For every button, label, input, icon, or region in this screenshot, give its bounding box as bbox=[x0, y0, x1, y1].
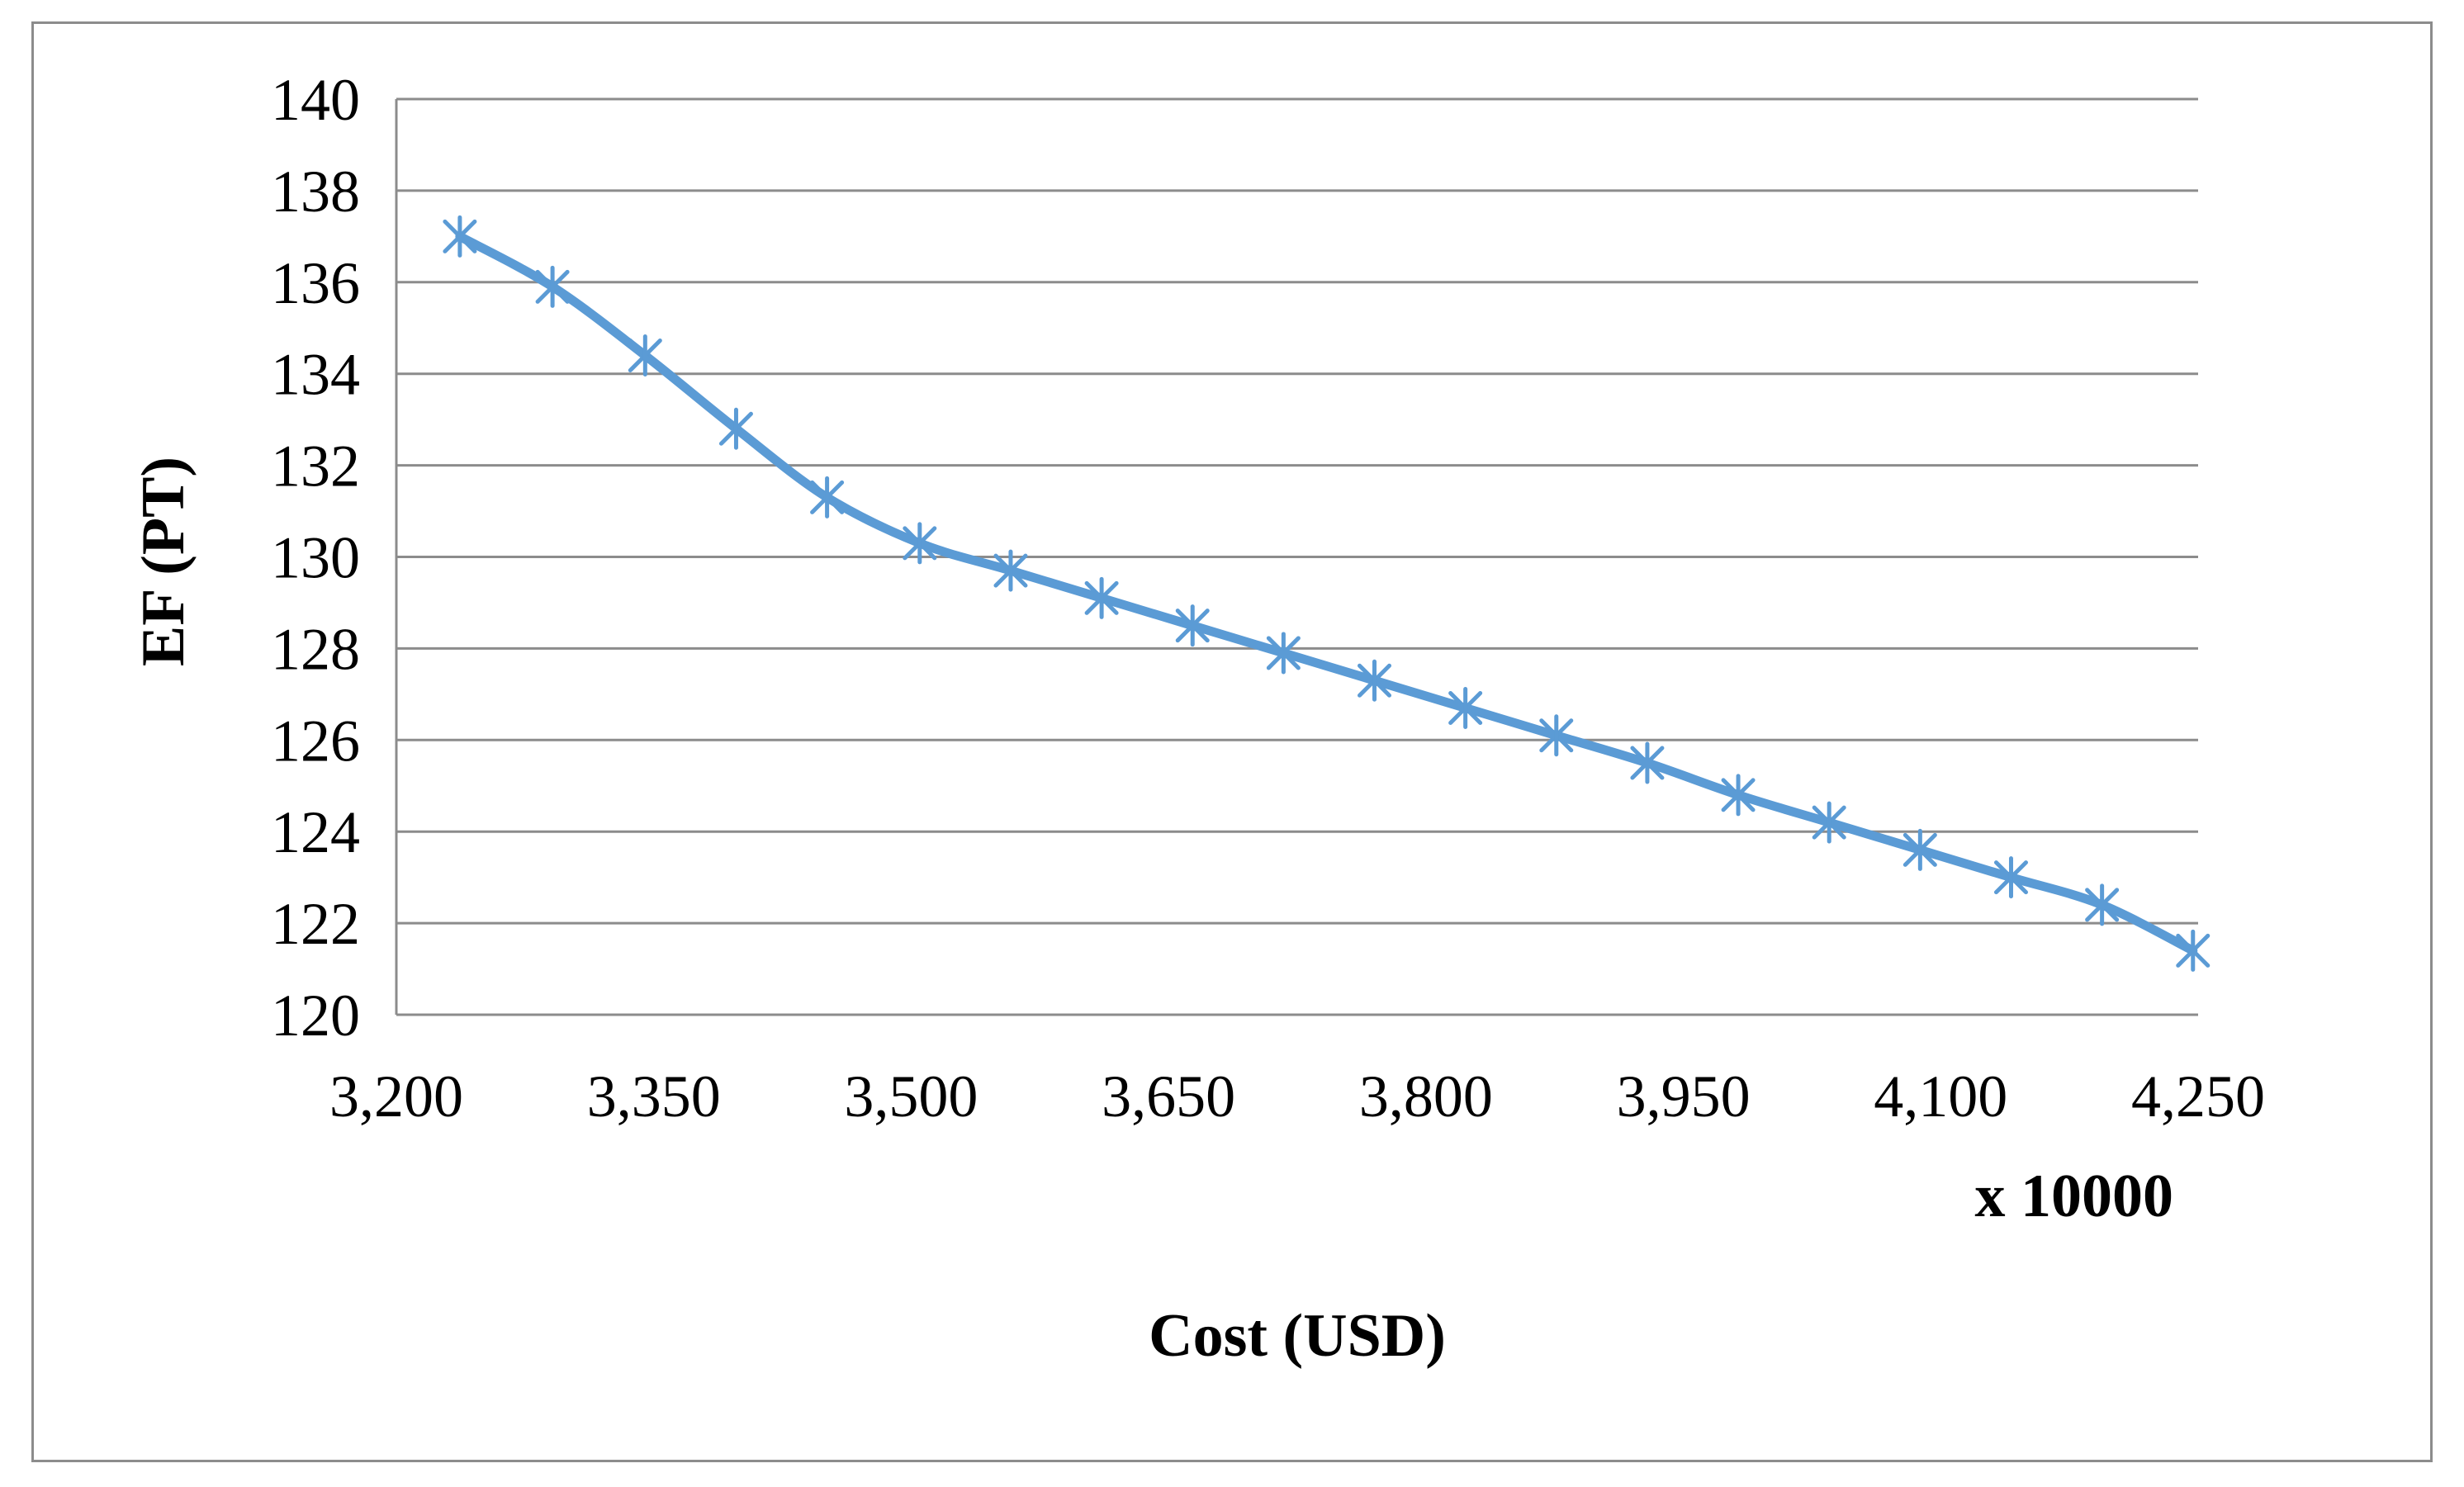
gridlines bbox=[396, 97, 2198, 1016]
y-tick-label: 136 bbox=[271, 250, 360, 316]
y-axis-title: EF (PT) bbox=[130, 457, 197, 666]
data-point bbox=[1812, 801, 1846, 844]
data-point bbox=[1175, 604, 1210, 647]
x-tick-label: 3,350 bbox=[587, 1063, 721, 1129]
data-point bbox=[1993, 856, 2028, 899]
data-point bbox=[718, 407, 753, 450]
x-axis-title: Cost (USD) bbox=[1149, 1302, 1446, 1370]
data-point bbox=[628, 334, 662, 377]
data-point bbox=[1902, 828, 1937, 871]
y-tick-label: 138 bbox=[271, 159, 360, 225]
x-tick-labels: 3,200 3,350 3,500 3,650 3,800 3,950 4,100 4,250 bbox=[329, 1063, 2265, 1129]
y-tick-label: 134 bbox=[271, 342, 360, 408]
x-tick-label: 3,800 bbox=[1359, 1063, 1493, 1129]
y-tick-label: 128 bbox=[271, 616, 360, 682]
data-point bbox=[993, 549, 1028, 592]
data-point bbox=[2176, 929, 2210, 972]
series-line bbox=[455, 231, 2198, 955]
x-tick-label: 3,200 bbox=[329, 1063, 463, 1129]
y-tick-label: 124 bbox=[271, 799, 360, 865]
x-tick-label: 4,100 bbox=[1874, 1063, 2007, 1129]
data-point bbox=[810, 476, 845, 519]
x-tick-label: 3,650 bbox=[1102, 1063, 1235, 1129]
data-point bbox=[535, 265, 570, 308]
data-point bbox=[2085, 883, 2120, 926]
data-point bbox=[1721, 774, 1756, 817]
y-tick-label: 140 bbox=[271, 67, 360, 133]
y-tick-label: 130 bbox=[271, 525, 360, 591]
y-tick-labels: 120 122 124 126 128 130 132 134 136 138 140 bbox=[271, 67, 360, 1049]
y-tick-label: 120 bbox=[271, 983, 360, 1049]
x-multiplier-label: x 10000 bbox=[1975, 1163, 2174, 1230]
x-tick-label: 4,250 bbox=[2131, 1063, 2265, 1129]
chart-frame bbox=[31, 21, 2433, 1462]
y-tick-label: 126 bbox=[271, 708, 360, 774]
data-point bbox=[1448, 686, 1483, 729]
data-point bbox=[1358, 659, 1392, 702]
y-tick-label: 122 bbox=[271, 891, 360, 957]
data-point bbox=[1084, 576, 1119, 619]
y-tick-label: 132 bbox=[271, 433, 360, 500]
data-point bbox=[443, 215, 477, 258]
data-point bbox=[903, 522, 937, 565]
x-tick-label: 3,950 bbox=[1617, 1063, 1751, 1129]
series-layer bbox=[443, 215, 2210, 972]
data-point bbox=[1539, 714, 1574, 757]
data-point bbox=[1266, 632, 1301, 675]
x-tick-label: 3,500 bbox=[844, 1063, 978, 1129]
data-point bbox=[1630, 741, 1665, 784]
